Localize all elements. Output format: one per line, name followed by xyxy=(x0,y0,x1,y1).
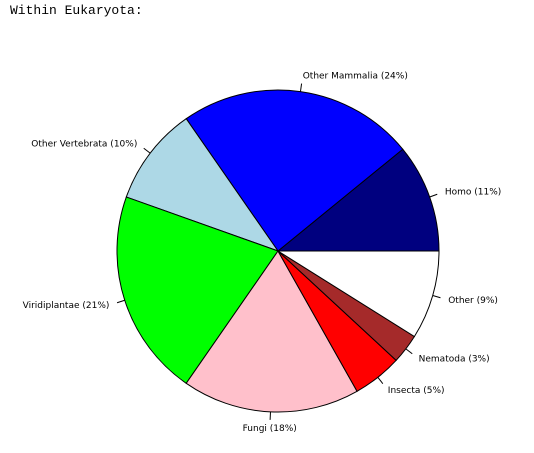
pie-label-tick xyxy=(377,377,384,384)
pie-labels: Homo (11%) Other Mammalia (24%) Other Vert… xyxy=(23,72,502,434)
pie-slice xyxy=(185,89,404,252)
pie-slice xyxy=(276,250,440,338)
pie-label-tick xyxy=(116,299,125,304)
pie-label-tick xyxy=(429,193,438,198)
pie-label-tick xyxy=(143,147,151,154)
pie-slice-label: Insecta (5%) xyxy=(388,386,445,396)
pie-slice-label: Fungi (18%) xyxy=(243,424,297,434)
pie-slice-label: Viridiplantae (21%) xyxy=(23,301,110,311)
pie-label-tick xyxy=(405,348,413,355)
pie-slices xyxy=(116,89,440,413)
page-title: Within Eukaryota: xyxy=(10,3,143,18)
pie-label-tick xyxy=(432,295,441,299)
pie-slice-label: Other Vertebrata (10%) xyxy=(31,139,137,149)
pie-slice-label: Other (9%) xyxy=(448,296,498,306)
pie-slice xyxy=(276,148,440,252)
pie-label-tick xyxy=(299,83,303,92)
pie-slice-label: Nematoda (3%) xyxy=(419,355,490,365)
pie-slice-label: Homo (11%) xyxy=(445,188,501,198)
pie-slice-label: Other Mammalia (24%) xyxy=(303,72,408,82)
